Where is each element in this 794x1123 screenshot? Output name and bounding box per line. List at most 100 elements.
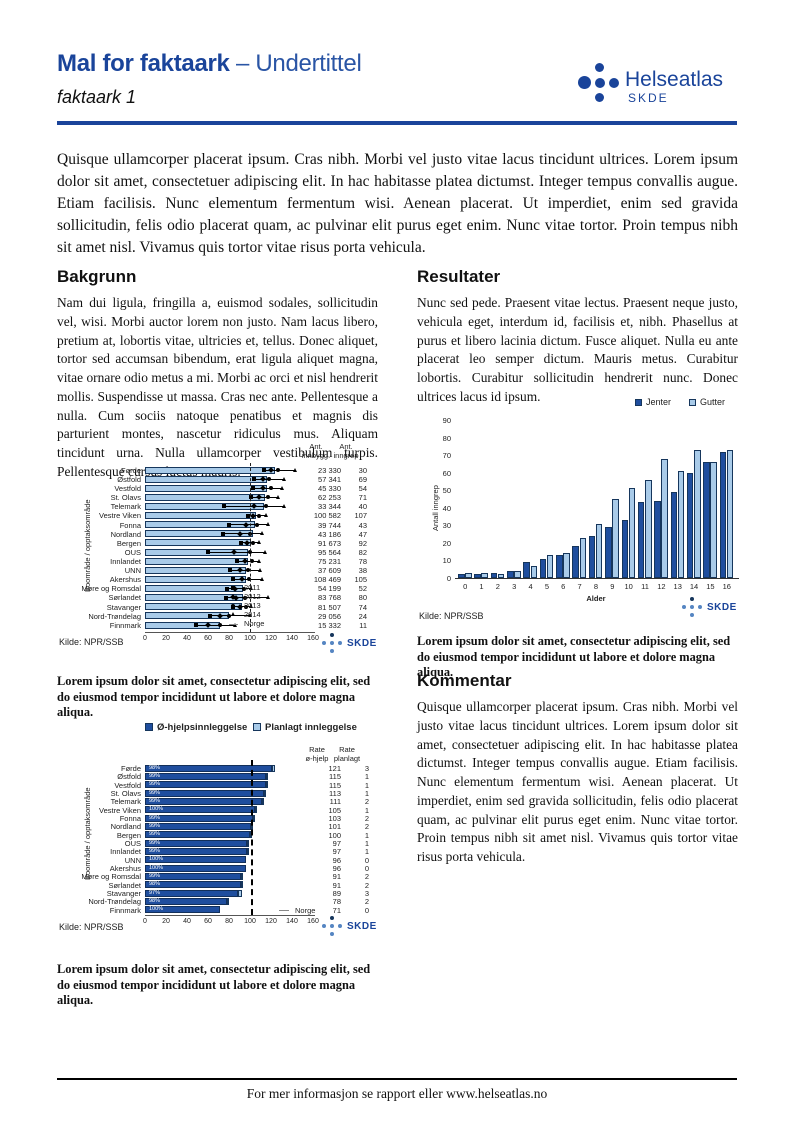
marker-circle-icon [263,504,268,509]
intro-paragraph: Quisque ullamcorper placerat ipsum. Cras… [57,151,738,256]
row-label: OUS [124,547,141,557]
row-label: Møre og Romsdal [81,872,141,882]
value-inngrep: 11 [359,620,367,630]
value-inngrep: 52 [358,584,367,594]
x-tick-label: 4 [528,582,533,591]
bar-ohjelp [145,889,239,897]
value-innbygg: 15 332 [318,620,341,630]
x-axis-label: Alder [586,594,606,603]
x-tick-label: 60 [204,918,212,925]
bar-gutter [563,553,570,578]
row-label: Bergen [116,538,141,548]
bar-planlagt [255,806,258,814]
x-axis [145,632,315,633]
marker-square-icon [194,623,199,628]
row-label: Akershus [109,575,141,585]
value-rate-ohjelp: 105 [328,805,341,815]
chart-bar [145,475,267,483]
row-label: Vestre Viken [99,511,141,521]
y-tick-label: 20 [442,538,451,548]
legend-square-icon [231,586,235,590]
bar-planlagt [265,772,268,780]
bar-ohjelp [145,772,266,780]
x-tick-label: 12 [657,582,666,591]
bar-gutter [579,537,587,578]
row-label: Telemark [110,797,141,807]
row-label: Stavanger [106,889,141,899]
marker-triangle-icon [258,567,262,572]
logo-dot-icon [690,597,694,601]
norge-reference-line [251,760,254,915]
marker-circle-icon [255,522,260,527]
bar-ohjelp [145,906,220,914]
value-inngrep: 82 [358,547,367,557]
y-tick-label: 70 [442,451,451,461]
legend-label: 2013 [244,601,261,610]
x-tick-label: 160 [307,918,319,925]
value-rate-ohjelp: 78 [332,897,341,907]
source-note: Kilde: NPR/SSB [59,637,124,647]
legend-dash-icon [279,909,289,911]
row-label: Nord-Trøndelag [88,897,141,907]
value-inngrep: 107 [354,511,367,521]
norge-reference-line [250,463,251,632]
value-rate-ohjelp: 89 [332,889,341,899]
legend-swatch [253,723,261,731]
source-note: Kilde: NPR/SSB [59,922,124,932]
marker-triangle-icon [275,494,280,499]
value-rate-ohjelp: 97 [332,838,341,848]
column-header-planlagt: Rate planlagt [333,745,361,763]
row-label: Finnmark [109,620,141,630]
value-inngrep: 40 [358,502,367,512]
y-tick-label: 40 [442,503,451,513]
bar-percent-label: 99% [149,839,161,846]
value-inngrep: 74 [358,602,367,612]
bar-jenter [458,574,465,578]
bar-ohjelp [145,856,246,864]
marker-circle-icon [269,486,273,491]
x-tick-label: 80 [225,635,233,642]
bar-gutter [497,574,505,578]
marker-triangle-icon [256,558,261,563]
x-tick-label: 160 [307,635,319,642]
bar-gutter [661,458,668,578]
chart-bar [145,539,252,547]
footer-rule [57,1078,737,1080]
bar-percent-label: 99% [149,781,161,788]
section-heading-resultater: Resultater [417,267,501,286]
bar-gutter [595,523,603,578]
source-note: Kilde: NPR/SSB [419,611,484,621]
bar-percent-label: 99% [149,772,161,779]
marker-square-icon [235,559,240,564]
logo-dot-icon [595,93,604,102]
logo-org: SKDE [628,91,669,105]
bar-gutter [677,470,685,578]
legend-swatch [145,723,153,731]
bar-planlagt [272,764,276,772]
x-tick-label: 3 [512,582,517,591]
bar-jenter [539,558,547,578]
range-line [253,487,283,489]
value-innbygg: 45 330 [318,484,341,494]
value-rate-planlagt: 1 [364,772,369,782]
bar-ohjelp [145,781,266,789]
page-subtitle: faktaark 1 [57,87,137,107]
value-inngrep: 24 [358,611,367,621]
x-tick-label: 1 [479,582,484,591]
x-tick-label: 100 [244,635,256,642]
marker-triangle-icon [280,485,285,490]
value-rate-planlagt: 2 [364,813,369,823]
value-innbygg: 57 341 [318,474,341,484]
x-tick-label: 140 [286,635,298,642]
page-title: Mal for faktaark – Undertittel [57,50,362,78]
value-innbygg: 91 673 [318,538,341,548]
row-label: Østfold [117,772,141,782]
value-inngrep: 71 [358,493,367,503]
legend-gutter-swatch [689,399,696,406]
logo-dot-icon [330,633,334,637]
value-inngrep: 30 [358,465,367,475]
bar-jenter [507,570,514,578]
bar-percent-label: 99% [149,831,161,838]
bar-gutter [710,462,717,578]
bar-ohjelp [145,789,264,797]
